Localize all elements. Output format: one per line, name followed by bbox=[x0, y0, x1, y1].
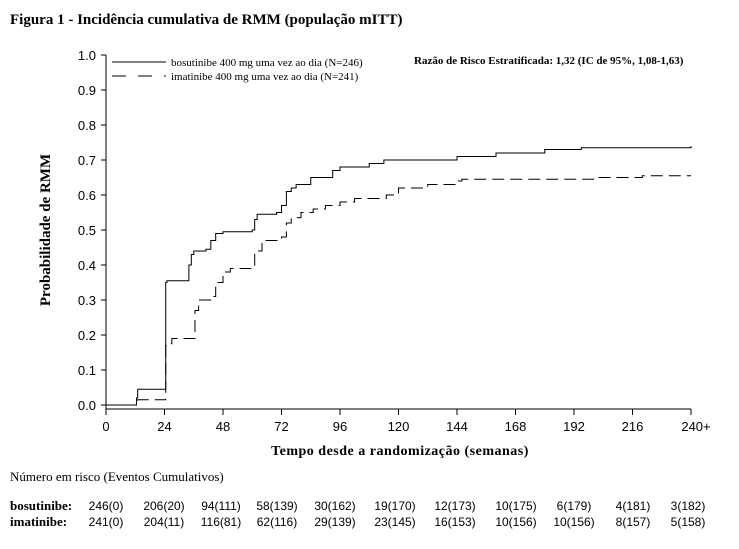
x-tick-label: 0 bbox=[102, 419, 109, 434]
risk-table: 246(0) 206(20) 94(111) 58(139) 30(162) 19(170… bbox=[89, 499, 706, 529]
risk-table-cell: 16(153) bbox=[434, 515, 475, 529]
y-tick-label: 1.0 bbox=[78, 48, 96, 63]
risk-row-label-bosutinibe: bosutinibe: bbox=[10, 498, 72, 513]
y-tick-label: 0.2 bbox=[78, 328, 96, 343]
series-line-imatinibe bbox=[106, 175, 691, 406]
risk-row-label-imatinibe: imatinibe: bbox=[10, 514, 67, 529]
risk-table-cell: 116(81) bbox=[201, 515, 241, 529]
y-tick-label: 0.0 bbox=[78, 398, 96, 413]
risk-table-cell: 12(173) bbox=[434, 499, 475, 513]
y-tick-label: 0.8 bbox=[78, 118, 96, 133]
x-tick-label: 240+ bbox=[681, 419, 710, 434]
x-tick-label: 216 bbox=[622, 419, 644, 434]
legend-label-imatinibe: imatinibe 400 mg uma vez ao dia (N=241) bbox=[171, 71, 359, 83]
x-tick-label: 168 bbox=[505, 419, 527, 434]
risk-table-cell: 241(0) bbox=[89, 515, 124, 529]
x-tick-label: 24 bbox=[157, 419, 171, 434]
risk-table-cell: 30(162) bbox=[314, 499, 355, 513]
x-tick-label: 144 bbox=[446, 419, 468, 434]
hazard-ratio-annotation: Razão de Risco Estratificada: 1,32 (IC d… bbox=[414, 55, 684, 67]
risk-table-cell: 6(179) bbox=[557, 499, 592, 513]
x-axis-ticks: 0 24 48 72 96 120 144 168 192 216 240+ bbox=[102, 409, 711, 434]
risk-table-cell: 10(175) bbox=[495, 499, 536, 513]
risk-table-cell: 5(158) bbox=[671, 515, 706, 529]
risk-table-cell: 19(170) bbox=[374, 499, 415, 513]
risk-table-cell: 4(181) bbox=[616, 499, 651, 513]
risk-table-cell: 246(0) bbox=[89, 499, 124, 513]
risk-table-title: Número em risco (Eventos Cumulativos) bbox=[10, 469, 224, 484]
y-tick-label: 0.9 bbox=[78, 83, 96, 98]
risk-table-cell: 10(156) bbox=[495, 515, 536, 529]
x-tick-label: 48 bbox=[216, 419, 230, 434]
risk-table-cell: 58(139) bbox=[256, 499, 297, 513]
series-line-bosutinibe bbox=[106, 146, 692, 406]
legend-label-bosutinibe: bosutinibe 400 mg uma vez ao dia (N=246) bbox=[171, 57, 363, 69]
y-tick-label: 0.5 bbox=[78, 223, 96, 238]
risk-table-cell: 8(157) bbox=[616, 515, 651, 529]
y-tick-label: 0.3 bbox=[78, 293, 96, 308]
y-tick-label: 0.6 bbox=[78, 188, 96, 203]
y-tick-label: 0.7 bbox=[78, 153, 96, 168]
y-axis-ticks: 0.0 0.1 0.2 0.3 0.4 0.5 0.6 0.7 0.8 0.9 1.0 bbox=[78, 48, 106, 413]
plot-axes bbox=[105, 55, 691, 410]
y-axis-label: Probabilidade de RMM bbox=[38, 154, 54, 306]
risk-table-cell: 206(20) bbox=[143, 499, 184, 513]
risk-table-cell: 204(11) bbox=[144, 515, 184, 529]
risk-table-cell: 3(182) bbox=[671, 499, 706, 513]
risk-table-cell: 94(111) bbox=[201, 499, 241, 513]
chart-title: Figura 1 - Incidência cumulativa de RMM … bbox=[10, 12, 403, 28]
x-tick-label: 72 bbox=[274, 419, 288, 434]
risk-table-cell: 62(116) bbox=[257, 515, 297, 529]
risk-table-cell: 23(145) bbox=[374, 515, 415, 529]
x-tick-label: 120 bbox=[388, 419, 410, 434]
legend: bosutinibe 400 mg uma vez ao dia (N=246)… bbox=[112, 57, 363, 83]
risk-table-cell: 29(139) bbox=[314, 515, 355, 529]
risk-table-cell: 10(156) bbox=[553, 515, 594, 529]
y-tick-label: 0.4 bbox=[78, 258, 96, 273]
series-lines bbox=[106, 146, 692, 406]
x-axis-label: Tempo desde a randomização (semanas) bbox=[271, 444, 529, 459]
x-tick-label: 96 bbox=[333, 419, 347, 434]
x-tick-label: 192 bbox=[563, 419, 585, 434]
y-tick-label: 0.1 bbox=[78, 363, 96, 378]
